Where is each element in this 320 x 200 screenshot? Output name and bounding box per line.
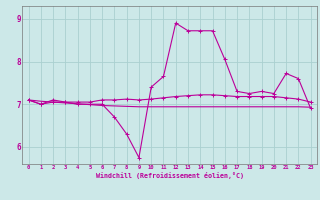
X-axis label: Windchill (Refroidissement éolien,°C): Windchill (Refroidissement éolien,°C) bbox=[96, 172, 244, 179]
